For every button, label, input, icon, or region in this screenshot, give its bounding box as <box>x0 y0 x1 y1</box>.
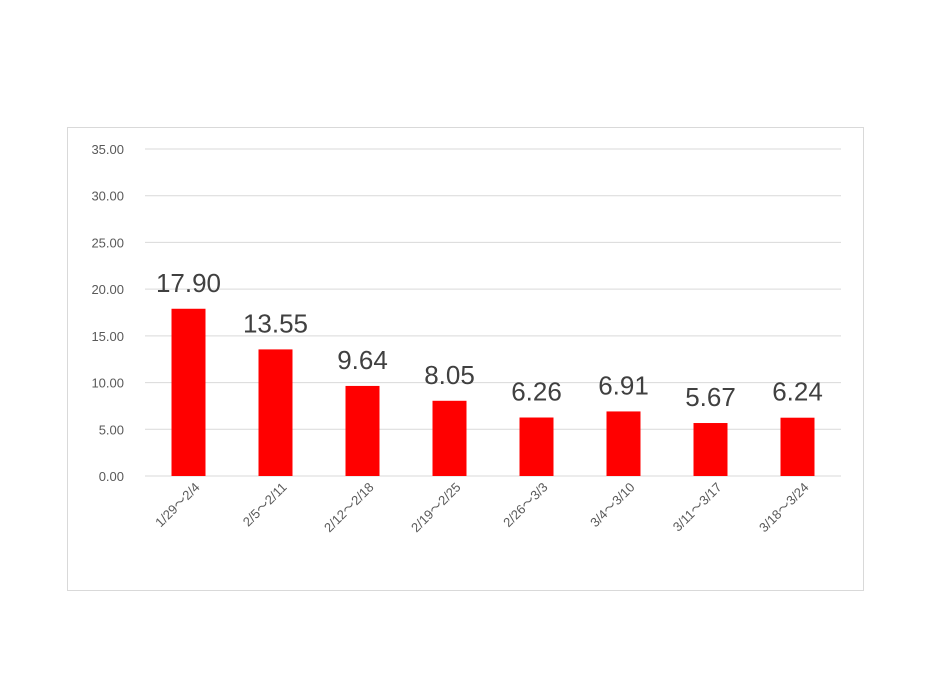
bar <box>606 411 641 476</box>
bar <box>693 423 728 476</box>
x-tick-label: 2/19～2/25 <box>408 480 464 536</box>
x-tick-label: 3/11～3/17 <box>670 480 725 535</box>
bar <box>780 417 815 476</box>
y-axis-ticks: 0.00 5.00 10.00 15.00 20.00 25.00 30.00 35.00 <box>91 142 124 484</box>
y-tick-label: 5.00 <box>99 422 124 437</box>
bar <box>258 349 293 476</box>
bar <box>519 417 554 476</box>
y-tick-label: 10.00 <box>91 376 124 391</box>
x-tick-label: 2/5～2/11 <box>240 480 290 530</box>
y-tick-label: 35.00 <box>91 142 124 157</box>
data-label: 9.64 <box>337 345 388 375</box>
data-label: 6.24 <box>772 377 823 407</box>
y-tick-label: 20.00 <box>91 282 124 297</box>
data-label: 5.67 <box>685 382 736 412</box>
bar <box>432 400 467 476</box>
x-tick-label: 2/26～3/3 <box>500 480 550 530</box>
data-label: 8.05 <box>424 360 475 390</box>
y-tick-label: 30.00 <box>91 189 124 204</box>
x-tick-label: 1/29～2/4 <box>152 480 202 530</box>
x-tick-label: 3/18～3/24 <box>756 480 812 536</box>
x-axis-labels: 1/29～2/4 2/5～2/11 2/12～2/18 2/19～2/25 2/26～3… <box>152 480 811 536</box>
data-labels: 17.90 13.55 9.64 8.05 6.26 6.91 5.67 6.24 <box>156 268 823 412</box>
data-label: 17.90 <box>156 268 221 298</box>
y-tick-label: 0.00 <box>99 469 124 484</box>
y-tick-label: 25.00 <box>91 235 124 250</box>
bars <box>171 308 815 476</box>
y-tick-label: 15.00 <box>91 329 124 344</box>
data-label: 13.55 <box>243 308 308 338</box>
bar <box>345 385 380 476</box>
data-label: 6.26 <box>511 377 562 407</box>
x-tick-label: 2/12～2/18 <box>321 480 377 536</box>
x-tick-label: 3/4～3/10 <box>587 480 637 530</box>
bar <box>171 308 206 476</box>
data-label: 6.91 <box>598 370 649 400</box>
chart-frame <box>67 127 864 591</box>
